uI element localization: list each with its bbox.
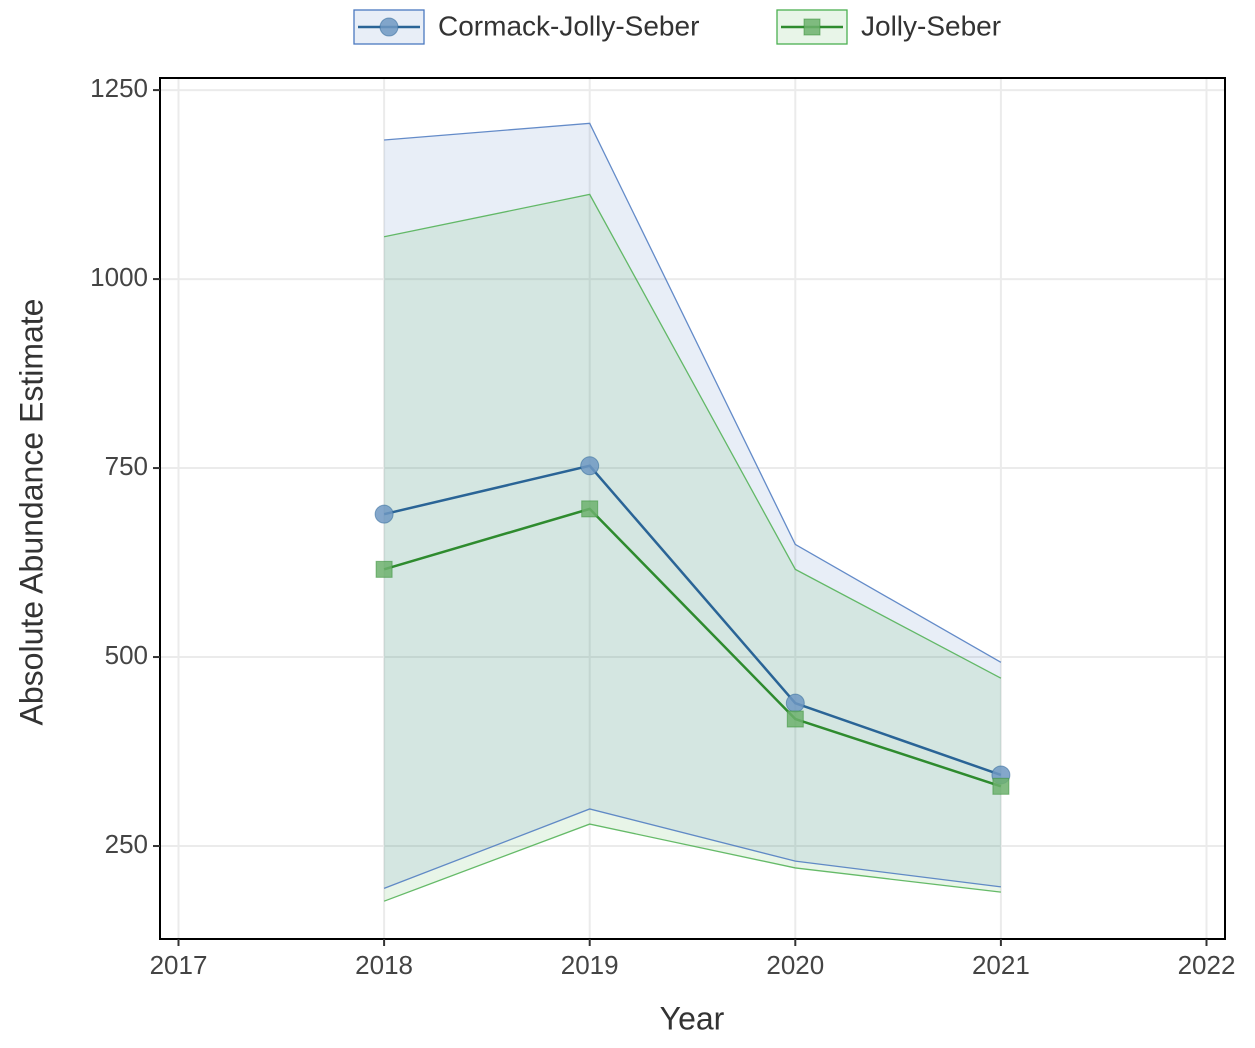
marker [803,18,821,36]
band-edge [383,193,1002,679]
marker [375,560,393,578]
plot-frame [159,77,1226,940]
band-edge [383,823,1001,902]
y-tick-label: 250 [105,829,148,859]
marker [379,17,399,37]
marker [992,777,1010,795]
y-tick-label: 1000 [90,262,148,292]
marker [581,500,599,518]
x-tick-label: 2017 [150,950,208,980]
legend-label: Jolly-Seber [861,10,1001,41]
y-tick-label: 1250 [90,73,148,103]
legend-item: Cormack-Jolly-Seber [353,9,699,45]
band-edge [383,808,1001,889]
series-line [383,507,1002,788]
series-line [383,464,1002,777]
marker [785,693,805,713]
marker [580,456,600,476]
legend-label: Cormack-Jolly-Seber [438,10,699,41]
x-tick-label: 2018 [355,950,413,980]
x-tick-label: 2019 [561,950,619,980]
x-tick-label: 2022 [1178,950,1236,980]
x-tick-label: 2020 [766,950,824,980]
x-axis-label: Year [660,1000,725,1036]
confidence-band [384,123,1001,889]
marker [786,710,804,728]
band-edge [384,122,1002,663]
y-axis-label: Absolute Abundance Estimate [13,299,49,726]
y-tick-label: 500 [105,640,148,670]
marker [374,504,394,524]
confidence-band [384,194,1001,902]
y-tick-label: 750 [105,451,148,481]
x-tick-label: 2021 [972,950,1030,980]
legend-item: Jolly-Seber [776,9,1001,45]
